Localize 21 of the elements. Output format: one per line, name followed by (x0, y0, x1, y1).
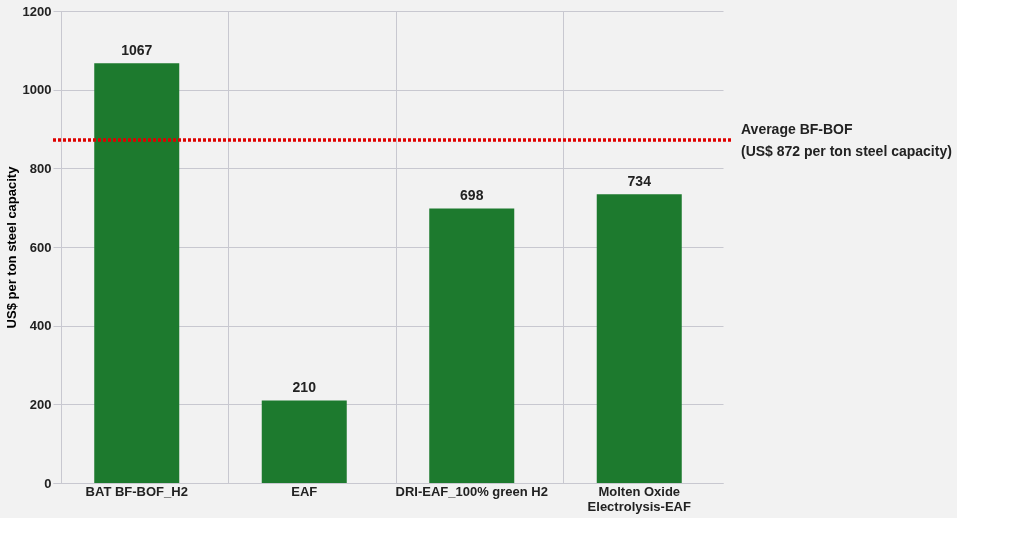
y-axis-title: US$ per ton steel capacity (3, 165, 19, 329)
x-tick-label: BAT BF-BOF_H2 (85, 483, 188, 499)
data-label: 734 (627, 173, 652, 190)
data-label: 698 (460, 187, 484, 204)
y-tick-label: 800 (29, 160, 52, 176)
y-tick-label: 200 (29, 396, 52, 412)
data-label: 210 (292, 379, 317, 396)
bar (261, 400, 347, 483)
y-tick-label: 1000 (22, 82, 52, 98)
bar (429, 208, 515, 483)
x-tick-label: EAF (291, 483, 318, 499)
x-tick-label: DRI-EAF_100% green H2 (395, 483, 548, 499)
y-tick-label: 600 (29, 239, 52, 255)
bar (596, 194, 682, 483)
ref-line-label: Average BF-BOF (US$ 872 per ton steel capacity) (741, 121, 952, 160)
y-tick-label: 400 (29, 318, 52, 334)
x-tick-label: Molten Oxide Electrolysis-EAF (587, 483, 691, 514)
data-label: 1067 (121, 42, 153, 59)
y-tick-label: 1200 (22, 3, 52, 19)
y-tick-label: 0 (44, 475, 52, 491)
bar (94, 63, 180, 483)
